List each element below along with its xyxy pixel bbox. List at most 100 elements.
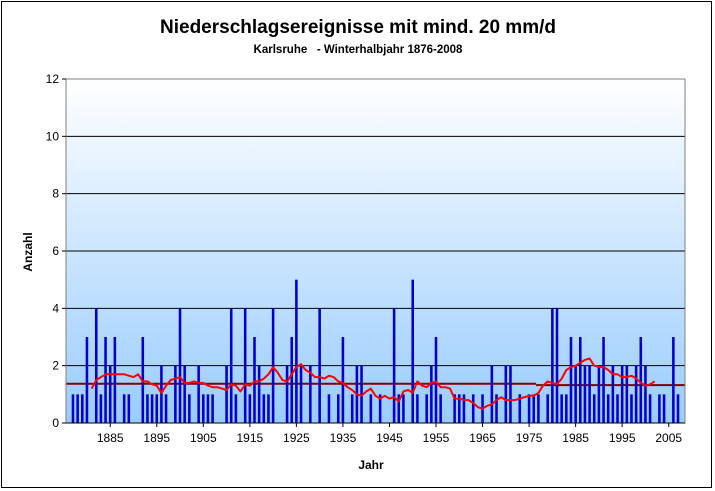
x-tick-label: 1925 [283,431,310,445]
bar [295,279,298,423]
x-tick-label: 1975 [516,431,543,445]
bar [495,394,498,423]
bar [174,365,177,423]
x-tick-label: 1955 [423,431,450,445]
bar [94,308,98,423]
bar [229,308,233,423]
bar [197,365,200,423]
bar [360,365,363,423]
bar [471,394,475,423]
x-tick-label: 1985 [562,431,589,445]
bar [504,365,508,423]
bar [416,394,419,423]
bar [71,394,75,423]
y-axis-label: Anzahl [21,232,35,271]
bar [402,394,405,423]
bar [146,394,149,423]
bar [606,394,610,423]
bar [178,308,182,423]
x-axis-label: Jahr [358,458,384,472]
x-tick-label: 1895 [143,431,170,445]
y-tick-label: 0 [52,416,59,430]
bar [299,365,303,423]
bar [574,365,577,423]
bar [397,394,401,423]
bar [620,365,624,423]
bar [644,365,647,423]
bar [104,337,107,423]
bar [327,394,331,423]
bar [318,308,321,423]
bar [122,394,126,423]
bar [457,394,461,423]
bar [560,394,563,423]
y-tick-label: 4 [52,301,59,315]
bar [290,337,294,423]
y-tick-label: 12 [46,72,60,86]
bar [262,394,266,423]
bar [537,394,540,423]
bar [225,365,228,423]
bar [518,394,522,423]
x-tick-label: 1995 [609,431,636,445]
bar [509,365,512,423]
bar [257,365,261,423]
x-tick-label: 2005 [655,431,682,445]
x-tick-label: 1935 [330,431,357,445]
bar [565,394,568,423]
bar [592,394,596,423]
bar [127,394,131,423]
bar [662,394,666,423]
bar [411,279,415,423]
bar [206,394,210,423]
bar [234,394,238,423]
y-tick-label: 8 [52,187,59,201]
bar [634,365,638,423]
bar [597,365,601,423]
bar [267,394,270,423]
bar [188,394,191,423]
bar [555,308,559,423]
bar [350,394,354,423]
bar [108,365,112,423]
bars [71,279,680,423]
bar [81,394,84,423]
bar [630,394,633,423]
bar [527,394,531,423]
bar [369,394,373,423]
x-tick-label: 1945 [376,431,403,445]
bar [453,394,456,423]
bar [672,337,675,423]
bar [160,365,163,423]
y-tick-label: 2 [52,359,59,373]
bar [439,394,442,423]
bar [616,394,619,423]
bar [490,365,494,423]
bar [676,394,680,423]
bar [425,394,428,423]
chart-title: Niederschlagsereignisse mit mind. 20 mm/… [160,17,556,38]
x-axis-ticks: 1885 1895 1905 1915 1925 1935 1945 1955 1965 1975… [66,422,685,445]
bar [341,337,345,423]
bar [588,365,591,423]
x-tick-label: 1885 [97,431,124,445]
bar [378,394,382,423]
bar [99,394,103,423]
bar [309,365,312,423]
moving-average [90,357,656,410]
y-tick-label: 10 [46,129,60,143]
bar [183,365,186,423]
bar [248,394,252,423]
x-tick-label: 1915 [236,431,263,445]
bar [253,337,256,423]
bar [532,394,536,423]
bar [113,337,117,423]
bar [285,365,289,423]
bar [602,337,605,423]
bar [625,365,629,423]
bar [434,337,438,423]
bar [579,337,582,423]
bar [639,337,643,423]
